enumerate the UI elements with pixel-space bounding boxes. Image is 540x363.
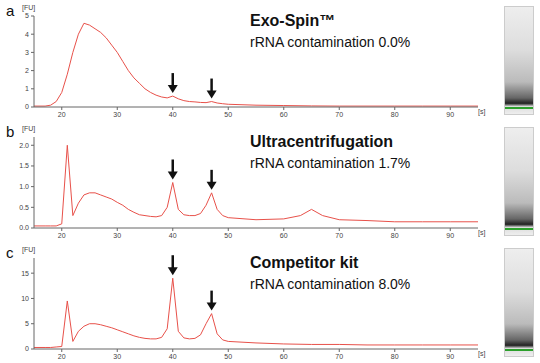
svg-text:70: 70 [335,232,343,239]
svg-text:50: 50 [224,111,232,118]
html-text:Ultracentrifugation: Ultracentrifugation [250,133,394,150]
svg-text:60: 60 [280,232,288,239]
svg-text:5: 5 [25,12,29,19]
svg-text:90: 90 [446,232,454,239]
svg-text:4: 4 [25,31,29,38]
svg-text:70: 70 [335,353,343,360]
svg-text:0: 0 [25,345,29,352]
svg-text:90: 90 [446,111,454,118]
svg-text:40: 40 [169,232,177,239]
html-text:b: b [6,123,15,140]
html-text:[FU]: [FU] [22,125,36,132]
html-text:a: a [6,2,15,19]
svg-text:60: 60 [280,353,288,360]
html-text:[FU]: [FU] [22,4,36,11]
svg-text:2.0: 2.0 [19,142,29,149]
svg-text:30: 30 [113,111,121,118]
svg-text:0.0: 0.0 [19,224,29,231]
svg-text:70: 70 [335,111,343,118]
html-text:[s]: [s] [478,229,486,236]
html-text:Competitor kit: Competitor kit [250,254,359,271]
svg-text:80: 80 [391,111,399,118]
html-text:c: c [6,244,14,261]
html-text:[FU]: [FU] [22,246,36,253]
svg-text:0.5: 0.5 [19,204,29,211]
svg-text:30: 30 [113,353,121,360]
html-text:[s]: [s] [478,350,486,357]
html-text:rRNA contamination 8.0%: rRNA contamination 8.0% [250,276,411,292]
svg-text:20: 20 [58,111,66,118]
svg-text:40: 40 [169,353,177,360]
html-text:Exo-Spin™: Exo-Spin™ [250,12,336,29]
svg-text:1.0: 1.0 [19,183,29,190]
svg-text:90: 90 [446,353,454,360]
svg-text:2: 2 [25,67,29,74]
svg-text:50: 50 [224,353,232,360]
html-text:rRNA contamination 1.7%: rRNA contamination 1.7% [250,155,411,171]
svg-text:40: 40 [169,111,177,118]
svg-text:10: 10 [21,295,29,302]
svg-text:1: 1 [25,85,29,92]
svg-text:5: 5 [25,320,29,327]
svg-text:50: 50 [224,232,232,239]
svg-text:20: 20 [58,353,66,360]
html-text:[s]: [s] [478,108,486,115]
svg-text:80: 80 [391,232,399,239]
svg-text:1.5: 1.5 [19,162,29,169]
svg-text:20: 20 [58,232,66,239]
svg-text:0: 0 [25,103,29,110]
svg-text:60: 60 [280,111,288,118]
html-text:rRNA contamination 0.0%: rRNA contamination 0.0% [250,34,411,50]
svg-text:15: 15 [21,270,29,277]
svg-text:3: 3 [25,49,29,56]
svg-text:30: 30 [113,232,121,239]
svg-text:80: 80 [391,353,399,360]
